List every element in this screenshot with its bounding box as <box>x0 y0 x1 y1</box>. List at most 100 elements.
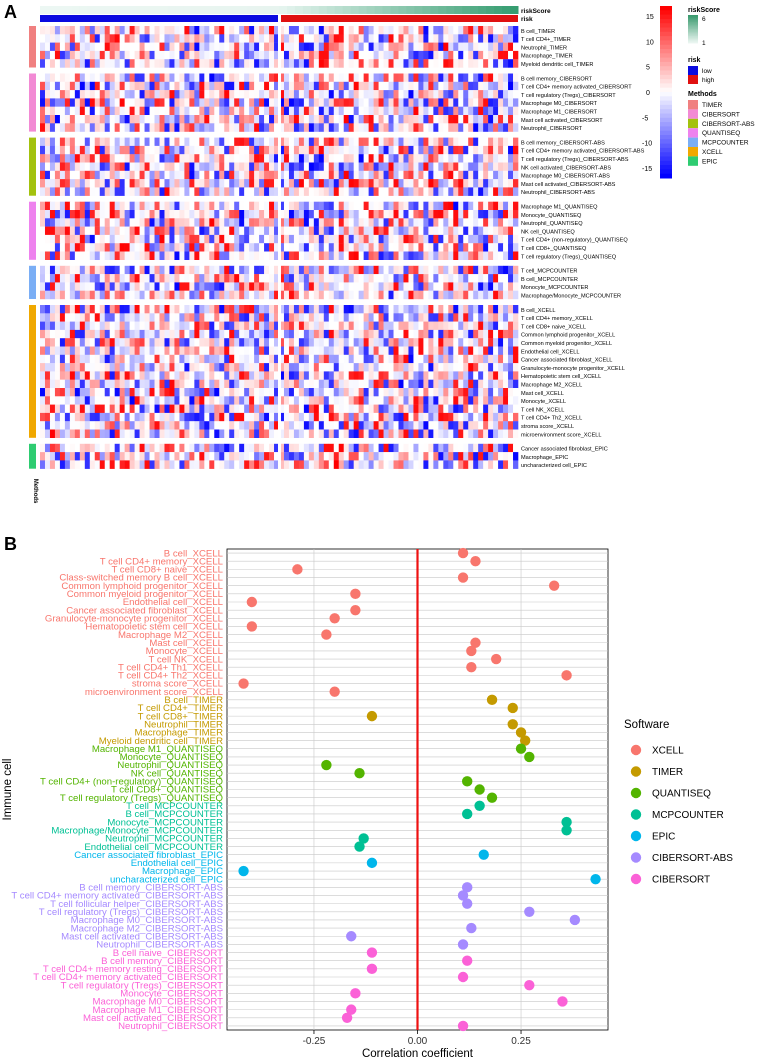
heatmap-cell <box>254 329 260 339</box>
heatmap-cell <box>448 282 454 291</box>
heatmap-cell <box>378 115 384 124</box>
heatmap-cell <box>448 234 454 244</box>
heatmap-cell <box>74 363 81 372</box>
heatmap-cell <box>179 81 185 91</box>
heatmap-cell <box>264 115 270 124</box>
heatmap-cell <box>239 81 245 91</box>
heatmap-cell <box>269 354 275 364</box>
heatmap-cell <box>413 305 419 314</box>
heatmap-cell <box>333 123 340 132</box>
heatmap-row-label: stroma score_XCELL <box>521 424 574 430</box>
heatmap-cell <box>403 452 409 461</box>
heatmap-cell <box>398 388 404 397</box>
heatmap-cell <box>388 50 394 60</box>
heatmap-cell <box>239 243 245 252</box>
heatmap-cell <box>154 90 160 99</box>
heatmap-cell <box>428 321 434 331</box>
heatmap-cell <box>303 98 310 107</box>
heatmap-cell <box>229 379 235 389</box>
heatmap-cell <box>219 346 225 355</box>
heatmap-cell <box>259 421 265 430</box>
colorbar-segment <box>660 126 672 132</box>
heatmap-cell <box>513 201 519 211</box>
heatmap-cell <box>89 50 96 60</box>
heatmap-cell <box>74 379 81 389</box>
heatmap-cell <box>174 363 180 372</box>
heatmap-cell <box>508 313 514 322</box>
heatmap-cell <box>244 154 250 163</box>
heatmap-cell <box>308 452 315 461</box>
heatmap-cell <box>64 321 71 331</box>
heatmap-cell <box>279 329 285 339</box>
heatmap-cell <box>199 123 205 132</box>
heatmap-cell <box>363 443 369 453</box>
heatmap-cell <box>174 98 180 107</box>
heatmap-cell <box>403 179 409 188</box>
heatmap-cell <box>418 460 424 469</box>
heatmap-cell <box>239 137 245 147</box>
heatmap-cell <box>109 187 115 196</box>
heatmap-cell <box>498 429 504 438</box>
heatmap-cell <box>378 243 384 252</box>
heatmap-cell <box>283 179 290 188</box>
heatmap-cell <box>139 305 145 314</box>
heatmap-cell <box>89 145 96 155</box>
heatmap-cell <box>453 388 459 397</box>
heatmap-cell <box>313 179 320 188</box>
heatmap-cell <box>393 313 399 322</box>
heatmap-cell <box>249 443 255 453</box>
heatmap-cell <box>478 59 484 68</box>
heatmap-cell <box>134 388 140 397</box>
heatmap-cell <box>328 313 335 322</box>
heatmap-cell <box>288 371 295 380</box>
heatmap-cell <box>323 265 330 275</box>
heatmap-cell <box>353 123 359 132</box>
heatmap-cell <box>308 34 315 43</box>
heatmap-cell <box>338 73 345 82</box>
heatmap-cell <box>169 305 175 314</box>
heatmap-cell <box>64 170 71 180</box>
heatmap-cell <box>298 34 305 43</box>
heatmap-cell <box>503 265 509 275</box>
heatmap-cell <box>199 305 205 314</box>
heatmap-cell <box>378 412 384 422</box>
heatmap-cell <box>433 354 439 364</box>
heatmap-cell <box>59 179 66 188</box>
heatmap-cell <box>179 123 185 132</box>
heatmap-cell <box>199 329 205 339</box>
heatmap-cell <box>338 98 345 107</box>
heatmap-cell <box>443 274 449 283</box>
heatmap-cell <box>353 106 359 116</box>
heatmap-cell <box>373 274 379 283</box>
heatmap-cell <box>99 226 106 236</box>
heatmap-cell <box>134 123 140 132</box>
heatmap-cell <box>214 81 220 91</box>
heatmap-cell <box>264 379 270 389</box>
heatmap-cell <box>269 388 275 397</box>
heatmap-row-label: Myeloid dendritic cell_TIMER <box>521 62 593 68</box>
heatmap-cell <box>428 363 434 372</box>
heatmap-cell <box>89 179 96 188</box>
heatmap-cell <box>249 243 255 252</box>
heatmap-cell <box>313 154 320 163</box>
heatmap-cell <box>293 274 300 283</box>
heatmap-cell <box>259 274 265 283</box>
heatmap-cell <box>274 329 280 339</box>
heatmap-cell <box>398 396 404 405</box>
colorbar-tick-label: 15 <box>646 14 654 21</box>
heatmap-cell <box>229 404 235 414</box>
heatmap-cell <box>318 98 325 107</box>
heatmap-cell <box>109 50 115 60</box>
heatmap-cell <box>194 404 200 414</box>
heatmap-cell <box>244 145 250 155</box>
heatmap-cell <box>303 354 310 364</box>
heatmap-cell <box>288 265 295 275</box>
heatmap-cell <box>388 187 394 196</box>
heatmap-cell <box>114 429 120 438</box>
heatmap-cell <box>468 137 474 147</box>
heatmap-cell <box>308 421 315 430</box>
heatmap-cell <box>408 305 414 314</box>
heatmap-cell <box>154 452 160 461</box>
heatmap-cell <box>79 90 86 99</box>
heatmap-cell <box>308 412 315 422</box>
